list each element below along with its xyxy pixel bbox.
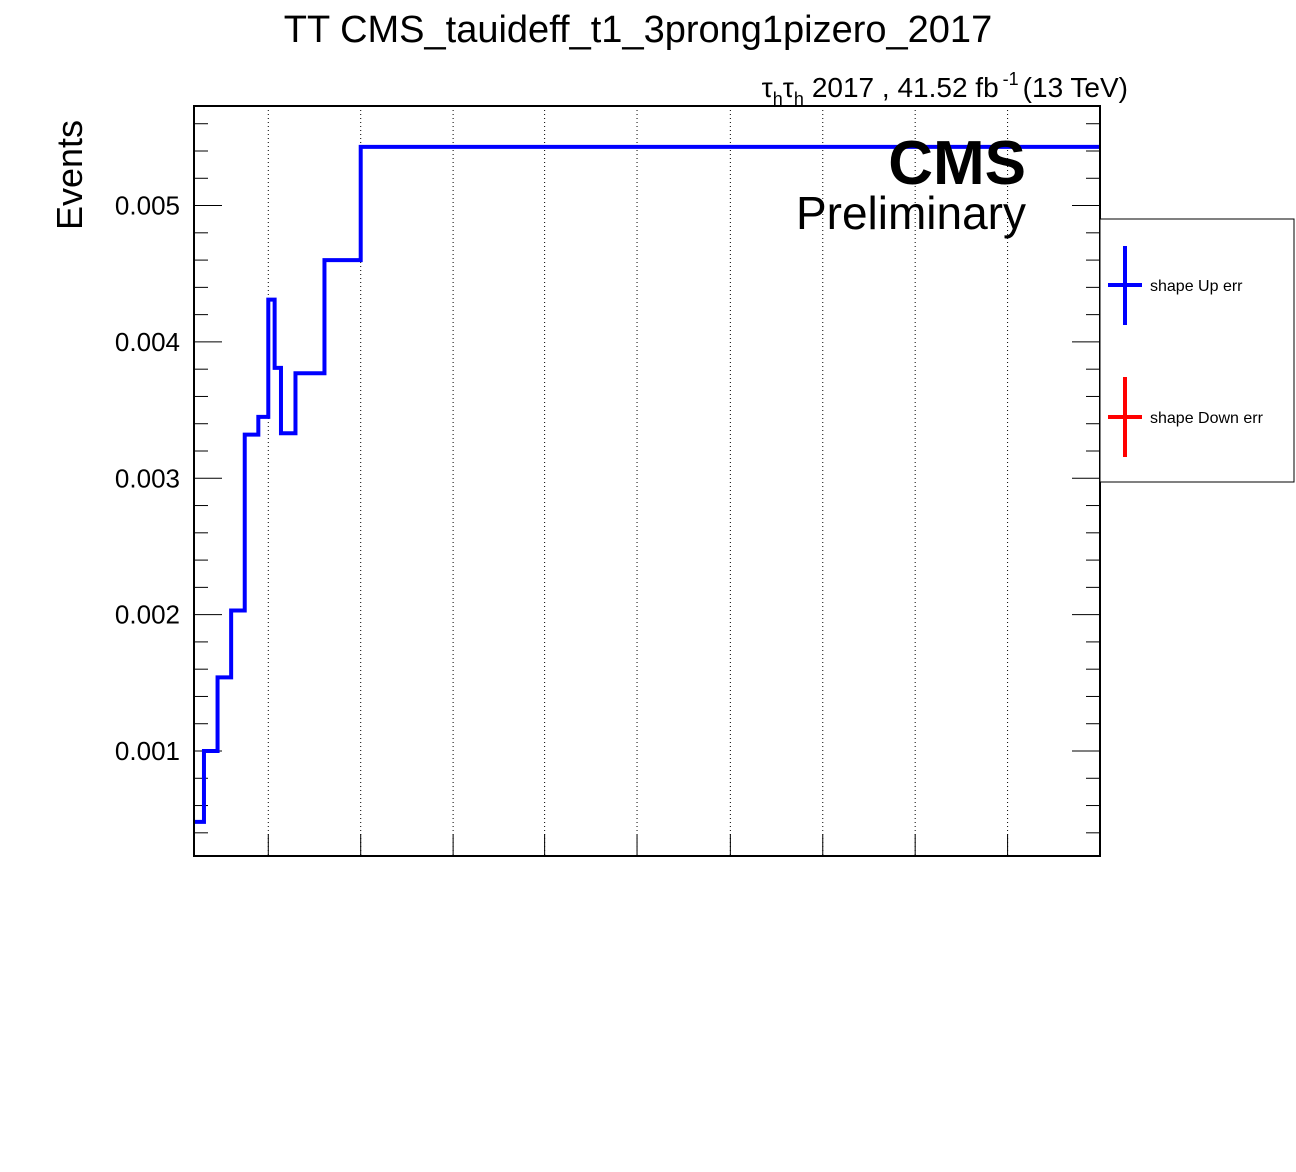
cms-label: CMS [888,129,1026,198]
series-line-0 [194,144,1100,824]
lumi-channel-tau-1: τ [762,72,773,103]
lumi-exponent: -1 [1003,69,1019,89]
chart-title: TT CMS_tauideff_t1_3prong1pizero_2017 [284,9,992,51]
legend-entry-down: shape Down err [1108,377,1264,457]
y-tick-label-3: 0.004 [115,327,180,357]
preliminary-label: Preliminary [796,187,1026,239]
y-axis-tick-labels: 0.001 0.002 0.003 0.004 0.005 [115,191,180,766]
series-layer [194,144,1100,824]
lumi-energy: (13 TeV) [1023,72,1128,103]
y-tick-label-1: 0.002 [115,600,180,630]
y-axis-label: Events [49,120,90,230]
legend-box [1099,218,1295,483]
y-tick-label-4: 0.005 [115,191,180,221]
y-tick-label-2: 0.003 [115,463,180,493]
legend-entry-up: shape Up err [1108,246,1243,325]
lumi-label: τhτh 2017 , 41.52 fb -1 (13 TeV) [762,69,1128,109]
legend-label-up: shape Up err [1150,278,1243,295]
legend: shape Up err shape Down err [1099,218,1295,483]
legend-label-down: shape Down err [1150,410,1264,427]
lumi-channel-tau-2: τ [783,72,794,103]
y-tick-label-0: 0.001 [115,736,180,766]
lumi-channel-sub-1: h [773,89,783,109]
lumi-channel-sub-2: h [794,89,804,109]
lumi-text: 2017 , 41.52 fb [812,72,999,103]
y-axis-ticks [194,123,1100,834]
